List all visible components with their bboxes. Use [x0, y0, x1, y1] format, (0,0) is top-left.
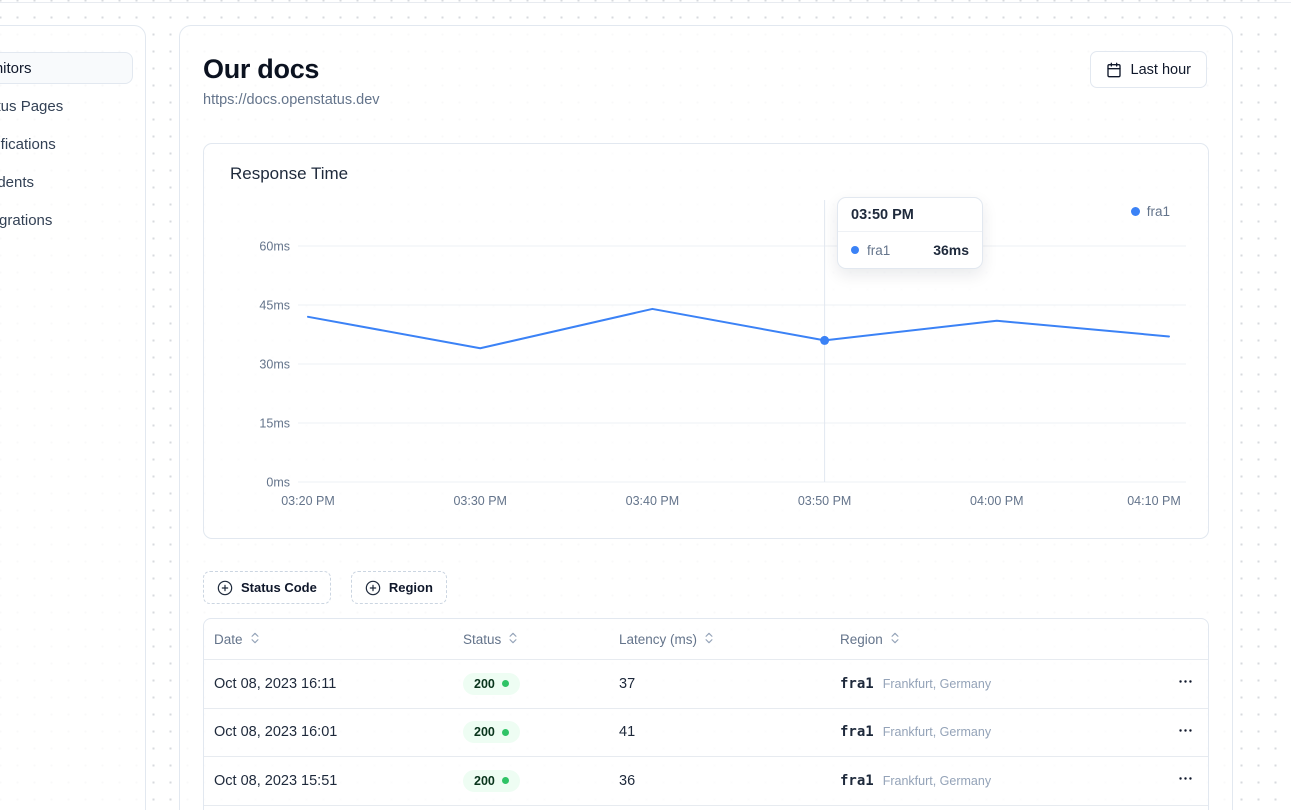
status-ok-dot	[501, 728, 509, 736]
legend-series-dot	[1130, 207, 1140, 216]
cell-region: fra1 Frankfurt, Germany	[840, 772, 992, 789]
sidebar-item-status-pages[interactable]: Status Pages	[0, 97, 64, 115]
monitor-url: https://docs.openstatus.dev	[203, 92, 380, 108]
status-badge: 200	[463, 721, 520, 744]
calendar-icon	[1106, 62, 1122, 78]
plus-circle-icon	[365, 580, 381, 596]
sidebar-item-monitors[interactable]: Monitors	[0, 52, 133, 84]
monitor-detail-panel: Our docs https://docs.openstatus.dev Las…	[179, 25, 1233, 810]
ellipsis-icon	[1177, 673, 1194, 694]
status-badge: 200	[463, 769, 520, 792]
sort-chevrons-icon	[888, 631, 902, 648]
column-header-latency[interactable]: Latency (ms)	[619, 631, 840, 648]
column-header-status[interactable]: Status	[463, 631, 619, 648]
status-badge: 200	[463, 672, 520, 695]
svg-text:45ms: 45ms	[259, 299, 290, 313]
row-actions-button[interactable]	[1168, 770, 1194, 791]
requests-table: Date Status Latency (ms) Region	[203, 618, 1209, 810]
status-ok-dot	[501, 777, 509, 785]
cell-date: Oct 08, 2023 15:51	[214, 772, 338, 789]
response-time-card: Response Time 0ms 15ms 30ms 45ms 60ms 03:20 P…	[203, 143, 1209, 539]
table-row[interactable]: Oct 08, 2023 16:11 200 37 fra1 Frankfurt…	[204, 660, 1208, 709]
column-header-date[interactable]: Date	[214, 631, 463, 648]
table-header-row: Date Status Latency (ms) Region	[204, 619, 1208, 660]
tooltip-series-label: fra1	[867, 242, 891, 258]
sort-chevrons-icon	[702, 631, 716, 648]
cell-date: Oct 08, 2023 16:11	[214, 675, 337, 692]
tooltip-value: 36ms	[933, 242, 969, 258]
svg-text:03:30 PM: 03:30 PM	[453, 494, 507, 508]
table-row[interactable]: Oct 08, 2023 15:51 200 36 fra1 Frankfurt…	[204, 757, 1208, 806]
time-range-label: Last hour	[1130, 61, 1191, 78]
page-title: Our docs	[203, 54, 320, 84]
region-filter-label: Region	[388, 580, 433, 595]
cell-date: Oct 08, 2023 16:01	[214, 724, 338, 741]
tooltip-time: 03:50 PM	[838, 198, 982, 232]
svg-text:04:00 PM: 04:00 PM	[970, 494, 1024, 508]
svg-text:03:50 PM: 03:50 PM	[798, 494, 852, 508]
row-actions-button[interactable]	[1168, 722, 1194, 743]
add-status-code-filter-button[interactable]: Status Code	[203, 571, 331, 604]
cell-latency: 36	[619, 772, 636, 789]
response-time-chart[interactable]: 0ms 15ms 30ms 45ms 60ms 03:20 PM 03:30 PM 03:40…	[204, 194, 1210, 514]
chart-title: Response Time	[230, 164, 349, 183]
sidebar-item-integrations[interactable]: Integrations	[0, 211, 53, 229]
cell-latency: 41	[619, 724, 636, 741]
svg-text:03:20 PM: 03:20 PM	[281, 494, 335, 508]
sidebar: Monitors Status Pages Notifications Inci…	[0, 25, 146, 810]
cell-region: fra1 Frankfurt, Germany	[840, 675, 992, 692]
row-actions-button[interactable]	[1168, 673, 1194, 694]
status-code-filter-label: Status Code	[241, 580, 317, 595]
svg-text:60ms: 60ms	[259, 240, 290, 254]
svg-text:04:10 PM: 04:10 PM	[1127, 494, 1181, 508]
legend-series-label: fra1	[1146, 204, 1170, 219]
chart-legend: fra1	[1130, 204, 1170, 219]
page-top-divider	[0, 2, 1291, 3]
monitor-header: Our docs https://docs.openstatus.dev Las…	[203, 51, 1207, 108]
ellipsis-icon	[1177, 770, 1194, 791]
status-ok-dot	[501, 680, 509, 688]
column-header-region[interactable]: Region	[840, 631, 1168, 648]
cell-region: fra1 Frankfurt, Germany	[840, 724, 992, 741]
table-filters: Status Code Region	[203, 571, 1207, 604]
sort-chevrons-icon	[506, 631, 520, 648]
ellipsis-icon	[1177, 722, 1194, 743]
svg-text:30ms: 30ms	[259, 358, 290, 372]
time-range-button[interactable]: Last hour	[1089, 51, 1207, 88]
svg-text:0ms: 0ms	[266, 476, 290, 490]
sidebar-item-notifications[interactable]: Notifications	[0, 135, 56, 153]
svg-text:03:40 PM: 03:40 PM	[626, 494, 680, 508]
svg-text:15ms: 15ms	[259, 417, 290, 431]
tooltip-series-dot	[851, 246, 859, 254]
sort-chevrons-icon	[248, 631, 262, 648]
table-row[interactable]: Oct 08, 2023 16:01 200 41 fra1 Frankfurt…	[204, 709, 1208, 757]
cell-latency: 37	[619, 675, 636, 692]
add-region-filter-button[interactable]: Region	[350, 571, 447, 604]
plus-circle-icon	[217, 580, 233, 596]
chart-tooltip: 03:50 PM fra1 36ms	[837, 197, 983, 269]
sidebar-item-incidents[interactable]: Incidents	[0, 173, 35, 191]
